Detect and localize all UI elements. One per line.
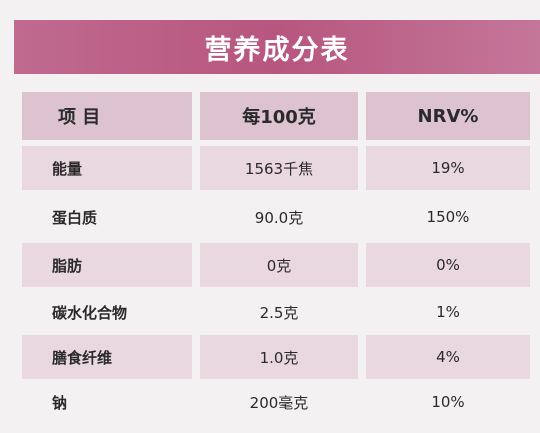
row-value: 1.0克: [200, 335, 358, 379]
header-cell: NRV%: [366, 92, 530, 140]
row-label: 能量: [22, 146, 192, 190]
row-value: 1%: [436, 303, 460, 321]
row-value: 1563千焦: [200, 146, 358, 190]
row-value: 0克: [200, 243, 358, 287]
row-value: 90.0克: [254, 208, 304, 227]
row-label: 蛋白质: [52, 208, 98, 227]
row-value: 200毫克: [249, 393, 309, 412]
row-label: 脂肪: [22, 243, 192, 287]
row-value: 19%: [366, 146, 530, 190]
row-label: 钠: [52, 393, 68, 412]
row-value: 4%: [366, 335, 530, 379]
row-value: 150%: [426, 208, 470, 226]
row-label: 碳水化合物: [52, 303, 128, 322]
row-value: 0%: [366, 243, 530, 287]
row-value: 10%: [431, 393, 465, 411]
row-label: 膳食纤维: [22, 335, 192, 379]
header-cell: 每100克: [200, 92, 358, 140]
table-title: 营养成分表: [14, 20, 540, 74]
header-cell: 项 目: [22, 92, 192, 140]
row-value: 2.5克: [259, 303, 299, 322]
